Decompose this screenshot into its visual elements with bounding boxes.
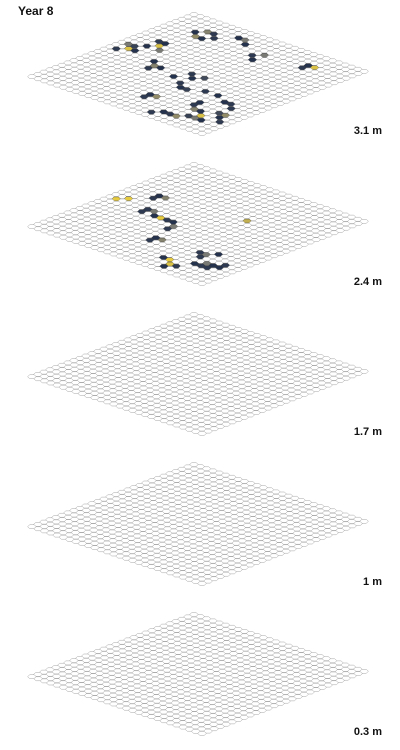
hex-layer <box>27 462 369 586</box>
chart-title: Year 8 <box>18 4 54 18</box>
hex-layer <box>27 162 369 286</box>
layer-height-label: 1 m <box>363 576 382 588</box>
hex-layer <box>27 12 369 136</box>
hex-layer <box>27 612 369 736</box>
empty-hex-cell <box>197 731 207 736</box>
empty-hex-cell <box>197 431 207 436</box>
layer-height-label: 3.1 m <box>353 125 382 137</box>
layer-height-label: 0.3 m <box>353 726 382 738</box>
empty-hex-cell <box>197 281 207 286</box>
empty-hex-cell <box>197 581 207 586</box>
hex-layer <box>27 312 369 436</box>
layer-height-label: 2.4 m <box>353 276 382 288</box>
layer-height-label: 1.7 m <box>353 426 382 438</box>
empty-hex-cell <box>197 131 207 136</box>
